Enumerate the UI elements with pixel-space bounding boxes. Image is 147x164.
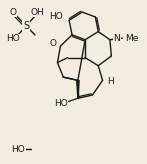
Text: N: N <box>113 34 120 43</box>
Text: HO: HO <box>11 145 25 154</box>
Text: HO: HO <box>54 99 68 108</box>
Text: H: H <box>107 77 114 86</box>
Text: S: S <box>23 21 29 31</box>
Text: Me: Me <box>125 34 138 43</box>
Text: OH: OH <box>30 8 44 17</box>
Text: O: O <box>50 39 57 48</box>
Text: HO: HO <box>50 12 63 21</box>
Polygon shape <box>77 80 79 98</box>
Text: O: O <box>10 8 17 17</box>
Text: HO: HO <box>6 34 20 43</box>
